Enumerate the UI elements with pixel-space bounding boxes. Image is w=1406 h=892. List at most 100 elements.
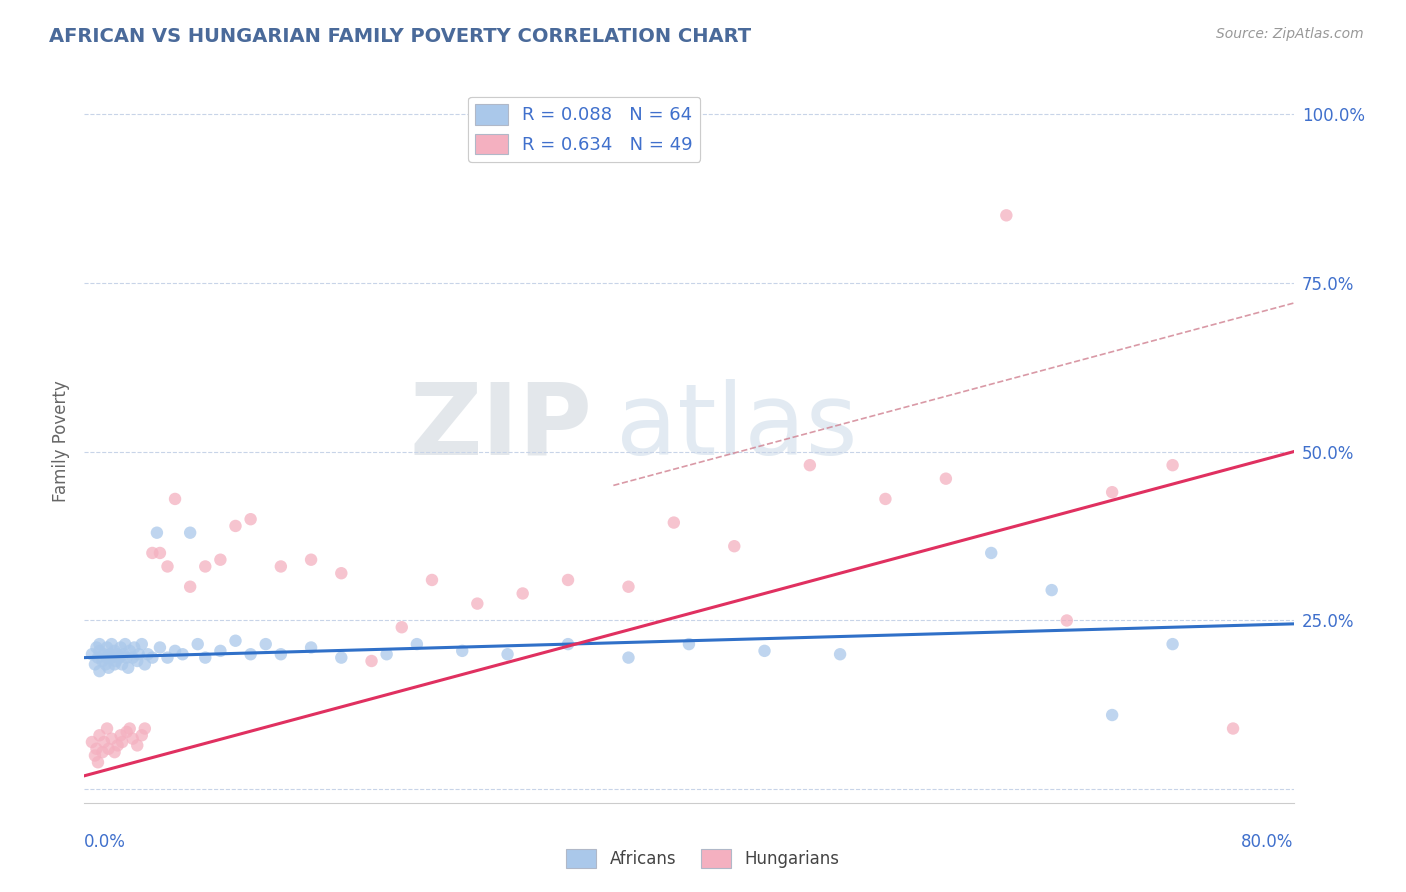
Point [179, 525, 201, 540]
Point [105, 654, 128, 668]
Point [89, 644, 111, 658]
Point [1161, 458, 1184, 472]
Point [512, 586, 534, 600]
Point [93, 647, 115, 661]
Point [360, 654, 382, 668]
Point [149, 546, 172, 560]
Point [557, 637, 579, 651]
Point [100, 637, 122, 651]
Point [239, 647, 262, 661]
Point [149, 640, 172, 655]
Point [111, 735, 134, 749]
Point [391, 620, 413, 634]
Point [118, 644, 141, 658]
Legend: Africans, Hungarians: Africans, Hungarians [560, 842, 846, 875]
Point [617, 580, 640, 594]
Point [110, 640, 132, 655]
Point [467, 597, 489, 611]
Point [104, 745, 127, 759]
Point [254, 637, 277, 651]
Point [172, 647, 194, 661]
Text: 80.0%: 80.0% [1241, 833, 1294, 851]
Point [209, 552, 232, 566]
Point [91, 745, 114, 759]
Point [110, 728, 132, 742]
Point [995, 208, 1018, 222]
Text: 0.0%: 0.0% [84, 833, 127, 851]
Point [830, 647, 852, 661]
Point [107, 739, 129, 753]
Point [165, 644, 187, 658]
Point [100, 731, 122, 746]
Point [451, 644, 474, 658]
Point [270, 559, 292, 574]
Point [115, 725, 138, 739]
Point [87, 650, 110, 665]
Point [270, 647, 292, 661]
Point [194, 559, 217, 574]
Point [1161, 637, 1184, 651]
Y-axis label: Family Poverty: Family Poverty [52, 381, 70, 502]
Point [118, 722, 141, 736]
Point [557, 573, 579, 587]
Point [97, 661, 120, 675]
Point [91, 654, 114, 668]
Point [179, 580, 201, 594]
Point [127, 654, 149, 668]
Point [239, 512, 262, 526]
Point [330, 650, 353, 665]
Point [96, 640, 118, 655]
Point [86, 741, 108, 756]
Point [156, 650, 179, 665]
Point [156, 559, 179, 574]
Point [89, 637, 111, 651]
Point [96, 722, 118, 736]
Point [121, 731, 143, 746]
Text: Source: ZipAtlas.com: Source: ZipAtlas.com [1216, 27, 1364, 41]
Point [89, 664, 111, 678]
Point [108, 650, 131, 665]
Point [723, 539, 745, 553]
Point [1040, 583, 1063, 598]
Point [406, 637, 429, 651]
Point [875, 491, 897, 506]
Point [375, 647, 398, 661]
Point [128, 647, 150, 661]
Point [496, 647, 519, 661]
Point [127, 739, 149, 753]
Point [678, 637, 700, 651]
Point [299, 640, 322, 655]
Point [209, 644, 232, 658]
Point [86, 640, 108, 655]
Point [80, 735, 103, 749]
Point [94, 657, 117, 672]
Point [420, 573, 443, 587]
Point [1101, 708, 1123, 723]
Point [146, 525, 169, 540]
Point [107, 647, 129, 661]
Point [134, 722, 156, 736]
Point [121, 650, 143, 665]
Point [141, 650, 163, 665]
Point [141, 546, 163, 560]
Point [97, 741, 120, 756]
Point [112, 647, 135, 661]
Point [131, 637, 153, 651]
Point [134, 657, 156, 672]
Point [299, 552, 322, 566]
Point [84, 657, 107, 672]
Point [117, 661, 139, 675]
Point [114, 637, 136, 651]
Point [662, 516, 685, 530]
Point [89, 728, 111, 742]
Point [1101, 485, 1123, 500]
Point [1056, 614, 1078, 628]
Point [225, 633, 247, 648]
Point [131, 728, 153, 742]
Point [84, 748, 107, 763]
Point [165, 491, 187, 506]
Point [617, 650, 640, 665]
Legend: R = 0.088   N = 64, R = 0.634   N = 49: R = 0.088 N = 64, R = 0.634 N = 49 [468, 96, 700, 161]
Point [225, 519, 247, 533]
Point [93, 735, 115, 749]
